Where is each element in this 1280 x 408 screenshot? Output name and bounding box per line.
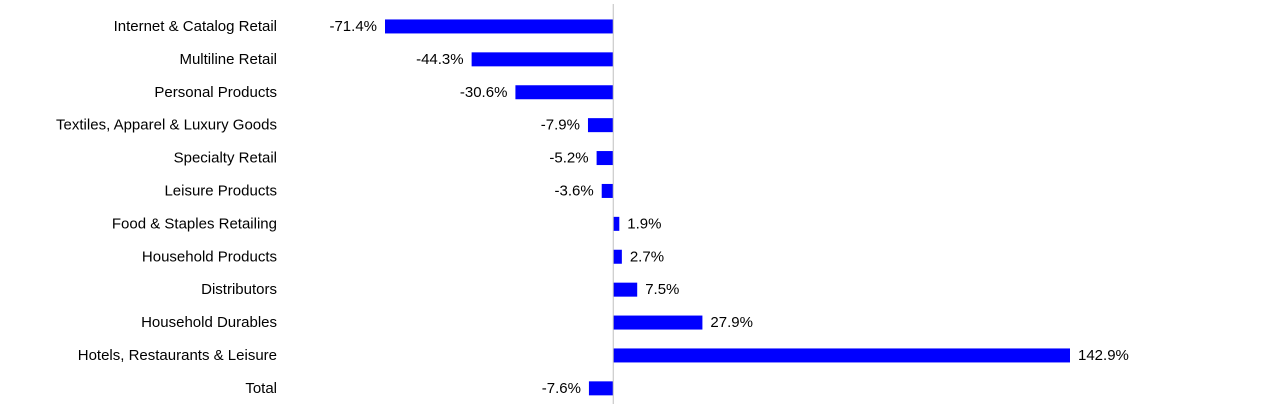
value-label: 27.9% xyxy=(710,314,753,331)
bar xyxy=(613,249,622,264)
category-label: Specialty Retail xyxy=(174,150,277,167)
bar xyxy=(596,151,614,166)
category-label: Food & Staples Retailing xyxy=(112,215,277,232)
bar xyxy=(601,183,614,198)
value-label: -7.9% xyxy=(541,117,580,134)
bar xyxy=(613,348,1070,363)
bars-layer xyxy=(385,19,1070,396)
category-label: Hotels, Restaurants & Leisure xyxy=(78,347,277,364)
category-label: Leisure Products xyxy=(164,182,277,199)
bar xyxy=(613,216,620,231)
value-label: -30.6% xyxy=(460,84,508,101)
bar xyxy=(613,282,638,297)
category-label: Distributors xyxy=(201,281,277,298)
value-label: -5.2% xyxy=(549,150,588,167)
value-label: 1.9% xyxy=(627,215,661,232)
category-label: Textiles, Apparel & Luxury Goods xyxy=(56,117,277,134)
value-label: -71.4% xyxy=(329,18,377,35)
value-label: -44.3% xyxy=(416,51,464,68)
bar xyxy=(587,118,614,133)
value-label: 142.9% xyxy=(1078,347,1129,364)
bar xyxy=(471,52,614,67)
category-labels: Internet & Catalog Retail Multiline Retai… xyxy=(56,18,277,397)
bar xyxy=(515,85,614,100)
category-label: Household Durables xyxy=(141,314,277,331)
category-label: Household Products xyxy=(142,248,277,265)
value-label: 2.7% xyxy=(630,248,664,265)
category-label: Multiline Retail xyxy=(179,51,277,68)
value-labels: -71.4% -44.3% -30.6% -7.9% -5.2% -3.6% 1.9% 2.7… xyxy=(329,18,1128,397)
bar xyxy=(588,381,614,396)
value-label: -3.6% xyxy=(555,182,594,199)
category-label: Total xyxy=(245,380,277,397)
category-label: Internet & Catalog Retail xyxy=(114,18,277,35)
value-label: 7.5% xyxy=(645,281,679,298)
bar xyxy=(385,19,614,34)
bar xyxy=(613,315,703,330)
category-label: Personal Products xyxy=(154,84,277,101)
value-label: -7.6% xyxy=(542,380,581,397)
